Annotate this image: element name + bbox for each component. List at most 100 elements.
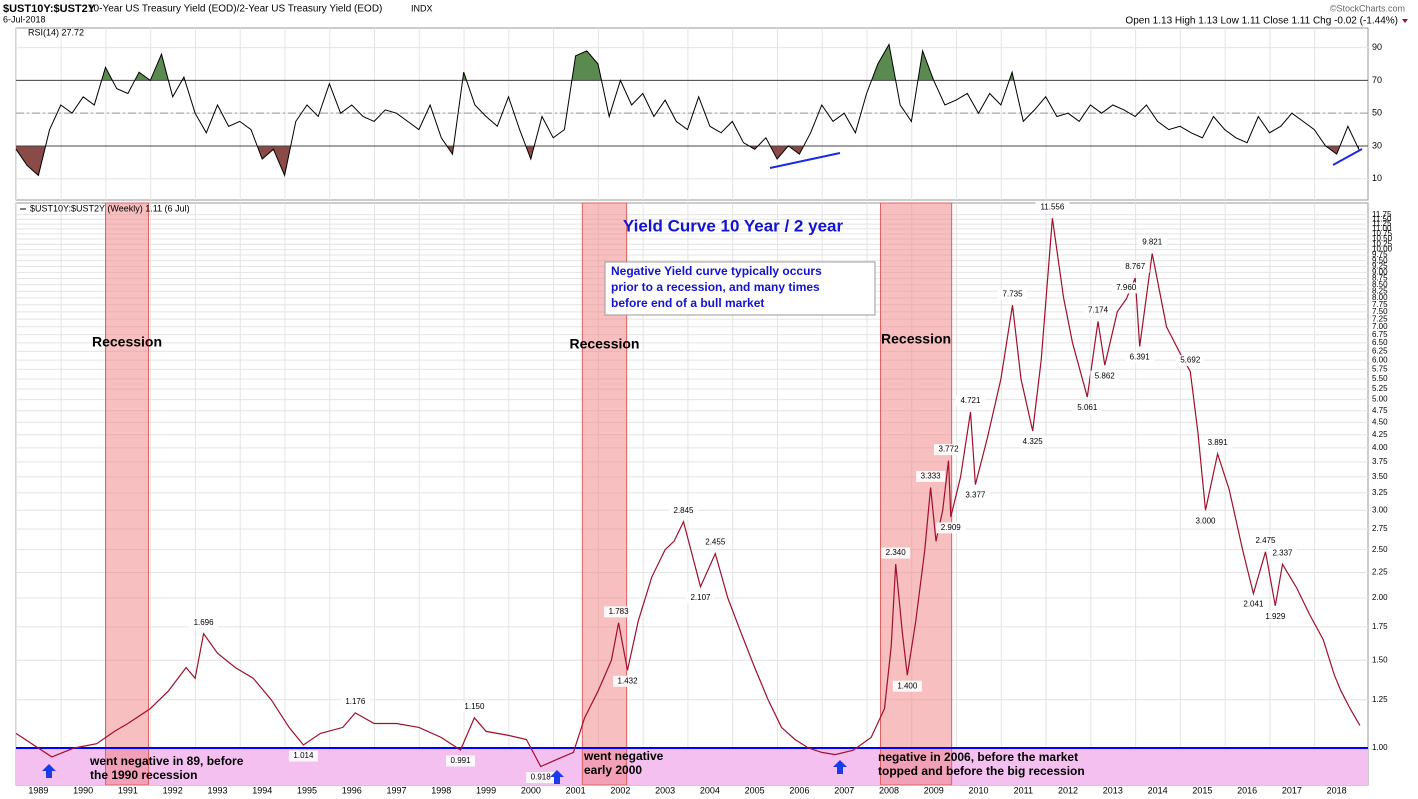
peak-label-box — [1267, 547, 1297, 559]
y-tick-label: 11.50 — [1372, 214, 1392, 223]
y-tick-label: 6.50 — [1372, 338, 1388, 347]
peak-label: 6.391 — [1130, 353, 1151, 362]
date: 6-Jul-2018 — [3, 14, 46, 24]
y-tick-label: 4.75 — [1372, 406, 1388, 415]
x-tick-label: 2017 — [1282, 785, 1302, 795]
y-tick-label: 7.00 — [1372, 322, 1388, 331]
x-tick-label: 1994 — [252, 785, 272, 795]
x-tick-label: 1990 — [73, 785, 93, 795]
x-tick-label: 2000 — [521, 785, 541, 795]
peak-label: 2.337 — [1272, 548, 1293, 557]
y-tick-label: 9.50 — [1372, 256, 1388, 265]
x-tick-label: 2002 — [610, 785, 630, 795]
y-tick-label: 2.75 — [1372, 524, 1388, 533]
y-tick-label: 70 — [1372, 75, 1382, 85]
peak-label-box — [1137, 236, 1167, 248]
peak-label: 1.432 — [618, 676, 639, 685]
note: went negative — [583, 749, 664, 763]
peak-label: 3.377 — [965, 491, 986, 500]
note: the 1990 recession — [90, 768, 197, 782]
quote: Open 1.13 High 1.13 Low 1.11 Close 1.11 … — [1125, 16, 1398, 27]
y-tick-label: 9.00 — [1372, 267, 1388, 276]
y-tick-label: 10.00 — [1372, 245, 1393, 254]
peak-label-box — [934, 444, 964, 456]
trend-line — [769, 152, 841, 169]
y-tick-label: 2.00 — [1372, 593, 1388, 602]
peak-label: 7.174 — [1088, 306, 1109, 315]
y-tick-label: 5.00 — [1372, 395, 1388, 404]
peak-label: 3.333 — [921, 472, 942, 481]
peak-label-box — [998, 288, 1028, 300]
y-tick-label: 8.50 — [1372, 280, 1388, 289]
note: negative in 2006, before the market — [878, 750, 1078, 764]
peak-label: 5.692 — [1180, 356, 1201, 365]
peak-label: 2.845 — [673, 506, 694, 515]
arrow-icon — [42, 764, 56, 778]
header: $UST10Y:$UST2Y 10-Year US Treasury Yield… — [3, 3, 1408, 27]
peak-label-box — [1083, 304, 1113, 316]
y-tick-label: 5.50 — [1372, 374, 1388, 383]
x-tick-label: 2013 — [1103, 785, 1123, 795]
band-label: Recession — [92, 334, 162, 350]
peak-label: 1.176 — [345, 697, 366, 706]
x-tick-label: 2015 — [1192, 785, 1212, 795]
peak-label: 0.991 — [451, 756, 472, 765]
y-tick-label: 7.50 — [1372, 307, 1388, 316]
peak-label: 1.783 — [609, 607, 630, 616]
y-tick-label: 11.00 — [1372, 224, 1392, 233]
y-tick-label: 11.75 — [1372, 210, 1392, 219]
y-tick-label: 5.25 — [1372, 384, 1388, 393]
y-tick-label: 6.75 — [1372, 330, 1388, 339]
peak-label-box — [1203, 437, 1233, 449]
peak-label-box — [955, 395, 985, 407]
peak-label-box — [1090, 370, 1120, 382]
peak-label-box — [1035, 201, 1070, 213]
peak-label: 2.909 — [941, 523, 962, 532]
y-tick-label: 30 — [1372, 140, 1382, 150]
y-tick-label: 8.00 — [1372, 293, 1388, 302]
y-tick-label: 9.75 — [1372, 250, 1388, 259]
y-tick-label: 3.50 — [1372, 472, 1388, 481]
peak-label-box — [1018, 436, 1048, 448]
peak-label-box — [288, 750, 318, 762]
y-tick-label: 5.75 — [1372, 364, 1388, 373]
y-tick-label: 3.25 — [1372, 488, 1388, 497]
peak-label: 11.556 — [1040, 202, 1064, 211]
x-tick-label: 1996 — [342, 785, 362, 795]
series-line — [15, 218, 1361, 768]
exchange: INDX — [411, 3, 433, 13]
y-tick-label: 3.75 — [1372, 457, 1388, 466]
y-tick-label: 6.00 — [1372, 355, 1388, 364]
arrow-icon — [550, 770, 564, 784]
y-tick-label: 3.00 — [1372, 505, 1388, 514]
peak-label-box — [700, 537, 730, 549]
x-tick-label: 2010 — [969, 785, 989, 795]
band-label: Recession — [881, 331, 951, 347]
y-tick-label: 7.25 — [1372, 314, 1388, 323]
down-arrow — [1402, 19, 1408, 23]
y-tick-label: 2.25 — [1372, 568, 1388, 577]
x-tick-label: 2012 — [1058, 785, 1078, 795]
x-tick-label: 1989 — [28, 785, 48, 795]
recession-band — [105, 202, 150, 786]
y-tick-label: 1.25 — [1372, 695, 1388, 704]
note-line: before end of a bull market — [611, 296, 764, 310]
negative-zone — [16, 748, 1368, 785]
peak-label-box — [526, 772, 556, 784]
peak-label-box — [459, 701, 489, 713]
recession-band — [879, 202, 953, 786]
peak-label-box — [1238, 599, 1268, 611]
series-line — [15, 42, 1360, 178]
peak-label: 1.929 — [1265, 612, 1286, 621]
x-tick-label: 1998 — [431, 785, 451, 795]
peak-label-box — [960, 490, 990, 502]
peak-label: 2.455 — [705, 538, 726, 547]
x-tick-label: 2016 — [1237, 785, 1257, 795]
y-tick-label: 50 — [1372, 108, 1382, 118]
y-tick-label: 9.25 — [1372, 262, 1388, 271]
peak-label-box — [668, 505, 698, 517]
peak-label-box — [686, 592, 716, 604]
peak-label-box — [189, 617, 219, 629]
y-tick-label: 10.75 — [1372, 229, 1393, 238]
peak-label: 2.340 — [886, 548, 907, 557]
